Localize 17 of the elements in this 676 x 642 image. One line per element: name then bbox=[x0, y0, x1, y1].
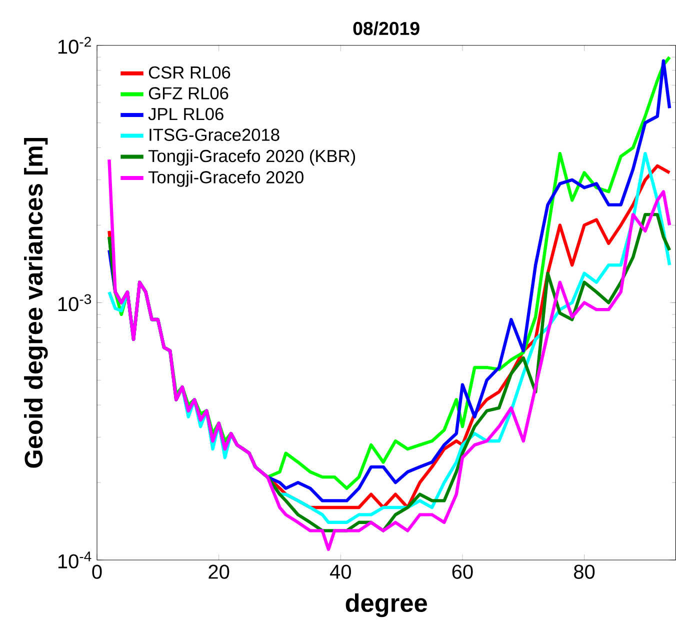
x-tick-label: 20 bbox=[208, 564, 230, 579]
legend-label: Tongji-Gracefo 2020 bbox=[148, 170, 304, 187]
x-tick-label: 60 bbox=[452, 564, 473, 579]
legend-label: GFZ RL06 bbox=[148, 87, 228, 100]
chart-title: 08/2019 bbox=[353, 21, 420, 36]
x-tick-label: 0 bbox=[92, 564, 102, 579]
x-axis-title: degree bbox=[346, 593, 427, 618]
y-tick-label: 10$^{-4}$ bbox=[58, 552, 92, 568]
legend-label: CSR RL06 bbox=[148, 66, 230, 79]
legend-label: ITSG-Grace2018 bbox=[150, 128, 280, 141]
y-tick-label: 10$^{-3}$ bbox=[58, 294, 92, 312]
legend-label: Tongji-Gracefo 2020 (KBR) bbox=[148, 149, 356, 166]
y-axis-title: Geoid degree variances [m] bbox=[24, 138, 48, 468]
y-tick-label: 10$^{-2}$ bbox=[58, 36, 91, 54]
legend-label: JPL RL06 bbox=[148, 108, 224, 120]
x-tick-label: 40 bbox=[330, 564, 351, 579]
x-tick-label: 80 bbox=[574, 564, 595, 579]
